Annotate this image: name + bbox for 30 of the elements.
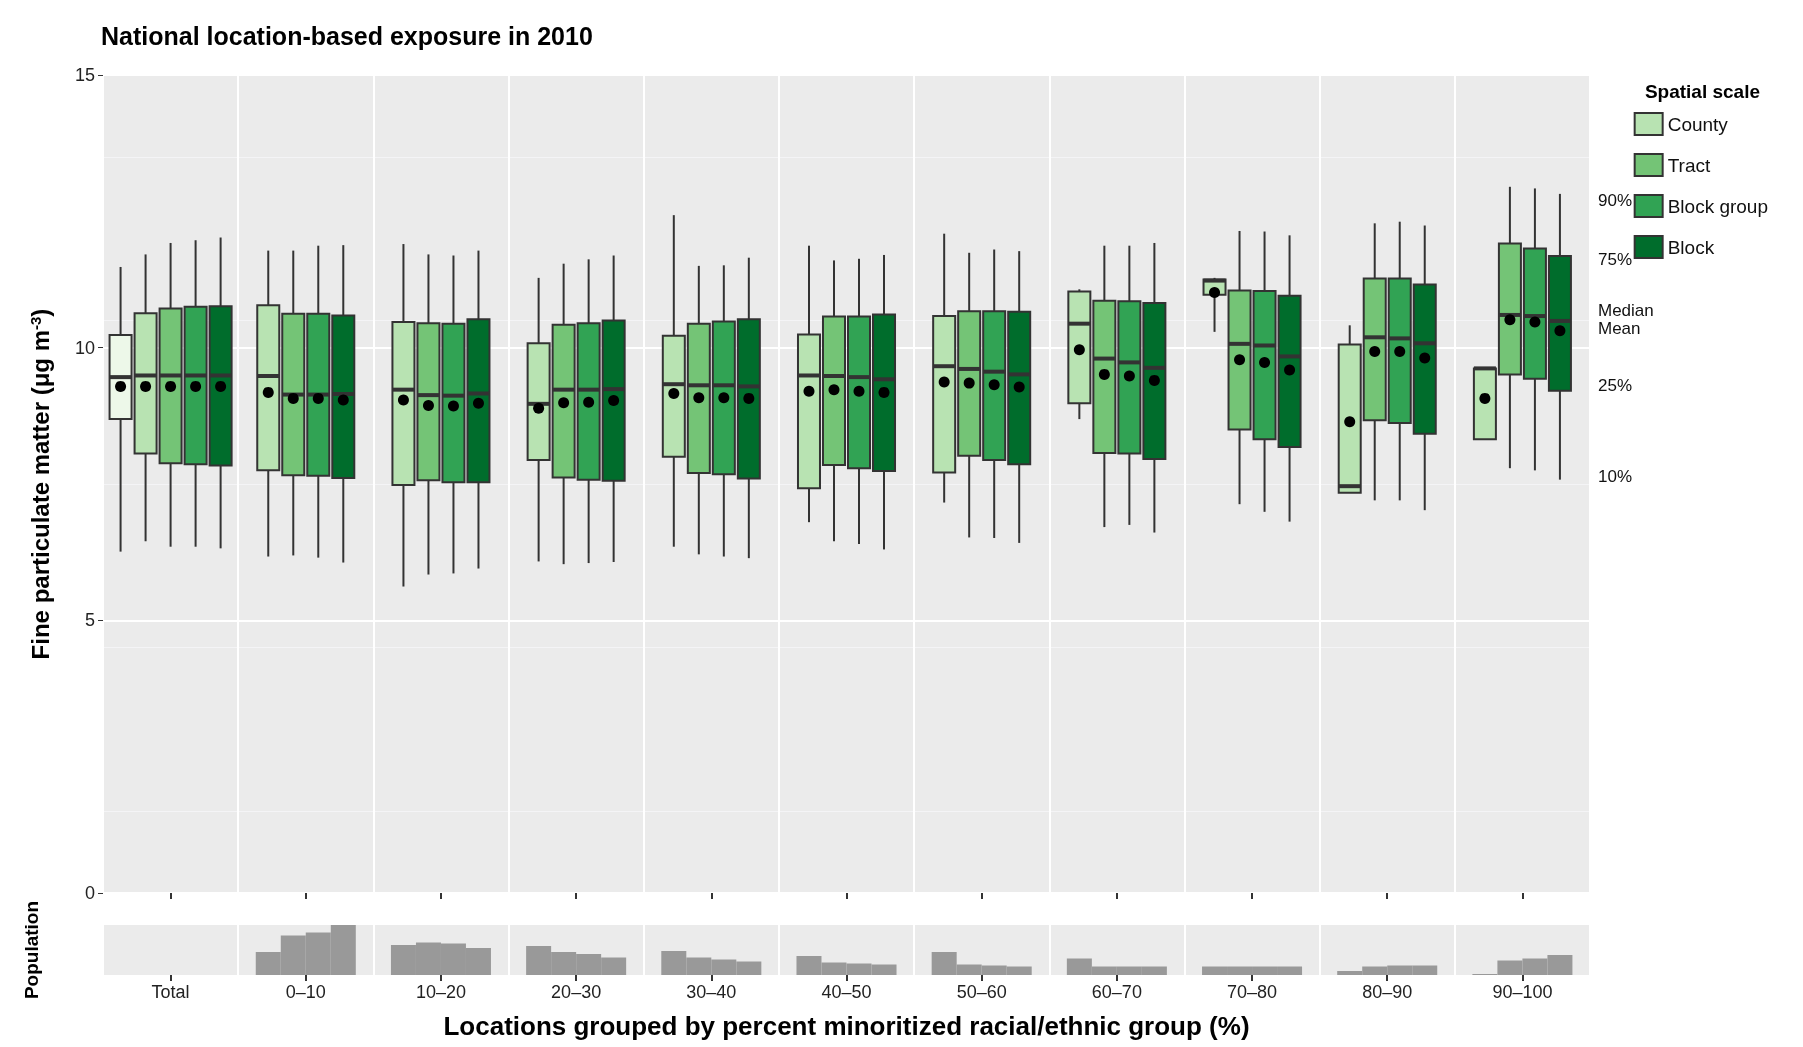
legend-label: Block — [1667, 236, 1715, 258]
x-tick-label: 10–20 — [415, 982, 466, 1002]
x-tick-label: 30–40 — [686, 982, 737, 1002]
legend-title: Spatial scale — [1644, 81, 1760, 102]
legend-label: Block group — [1667, 195, 1769, 217]
y-tick-label: 0 — [84, 883, 95, 903]
x-tick-label: 80–90 — [1362, 982, 1413, 1002]
x-tick-label: 0–10 — [285, 982, 326, 1002]
x-axis-title: Locations grouped by percent minoritized racial/ethnic group (%) — [443, 1011, 1250, 1041]
text: Median — [1598, 300, 1654, 320]
y-tick-label: 15 — [74, 65, 95, 85]
y-tick-label: 5 — [84, 610, 95, 631]
x-tick-label: 90–100 — [1492, 982, 1553, 1002]
legend-label: County — [1667, 113, 1729, 135]
x-tick-label: 70–80 — [1227, 982, 1278, 1002]
text: Mean — [1598, 318, 1641, 338]
x-tick-label: 40–50 — [821, 982, 872, 1002]
x-tick-label: 60–70 — [1091, 982, 1142, 1002]
legend-label: Tract — [1667, 154, 1711, 176]
x-tick-label: 50–60 — [956, 982, 1007, 1002]
text: 10% — [1598, 466, 1633, 486]
y-tick-label: 10 — [74, 337, 95, 358]
y-axis-title: Population — [21, 900, 42, 1000]
text: 90% — [1598, 190, 1633, 210]
x-tick-label: 20–30 — [551, 982, 602, 1002]
text: 25% — [1598, 375, 1633, 395]
x-tick-label: Total — [151, 982, 190, 1002]
y-axis-title: Fine particulate matter (μg m-3) — [27, 308, 54, 660]
chart-title: National location-based exposure in 2010 — [101, 21, 593, 50]
text: 75% — [1598, 249, 1633, 269]
